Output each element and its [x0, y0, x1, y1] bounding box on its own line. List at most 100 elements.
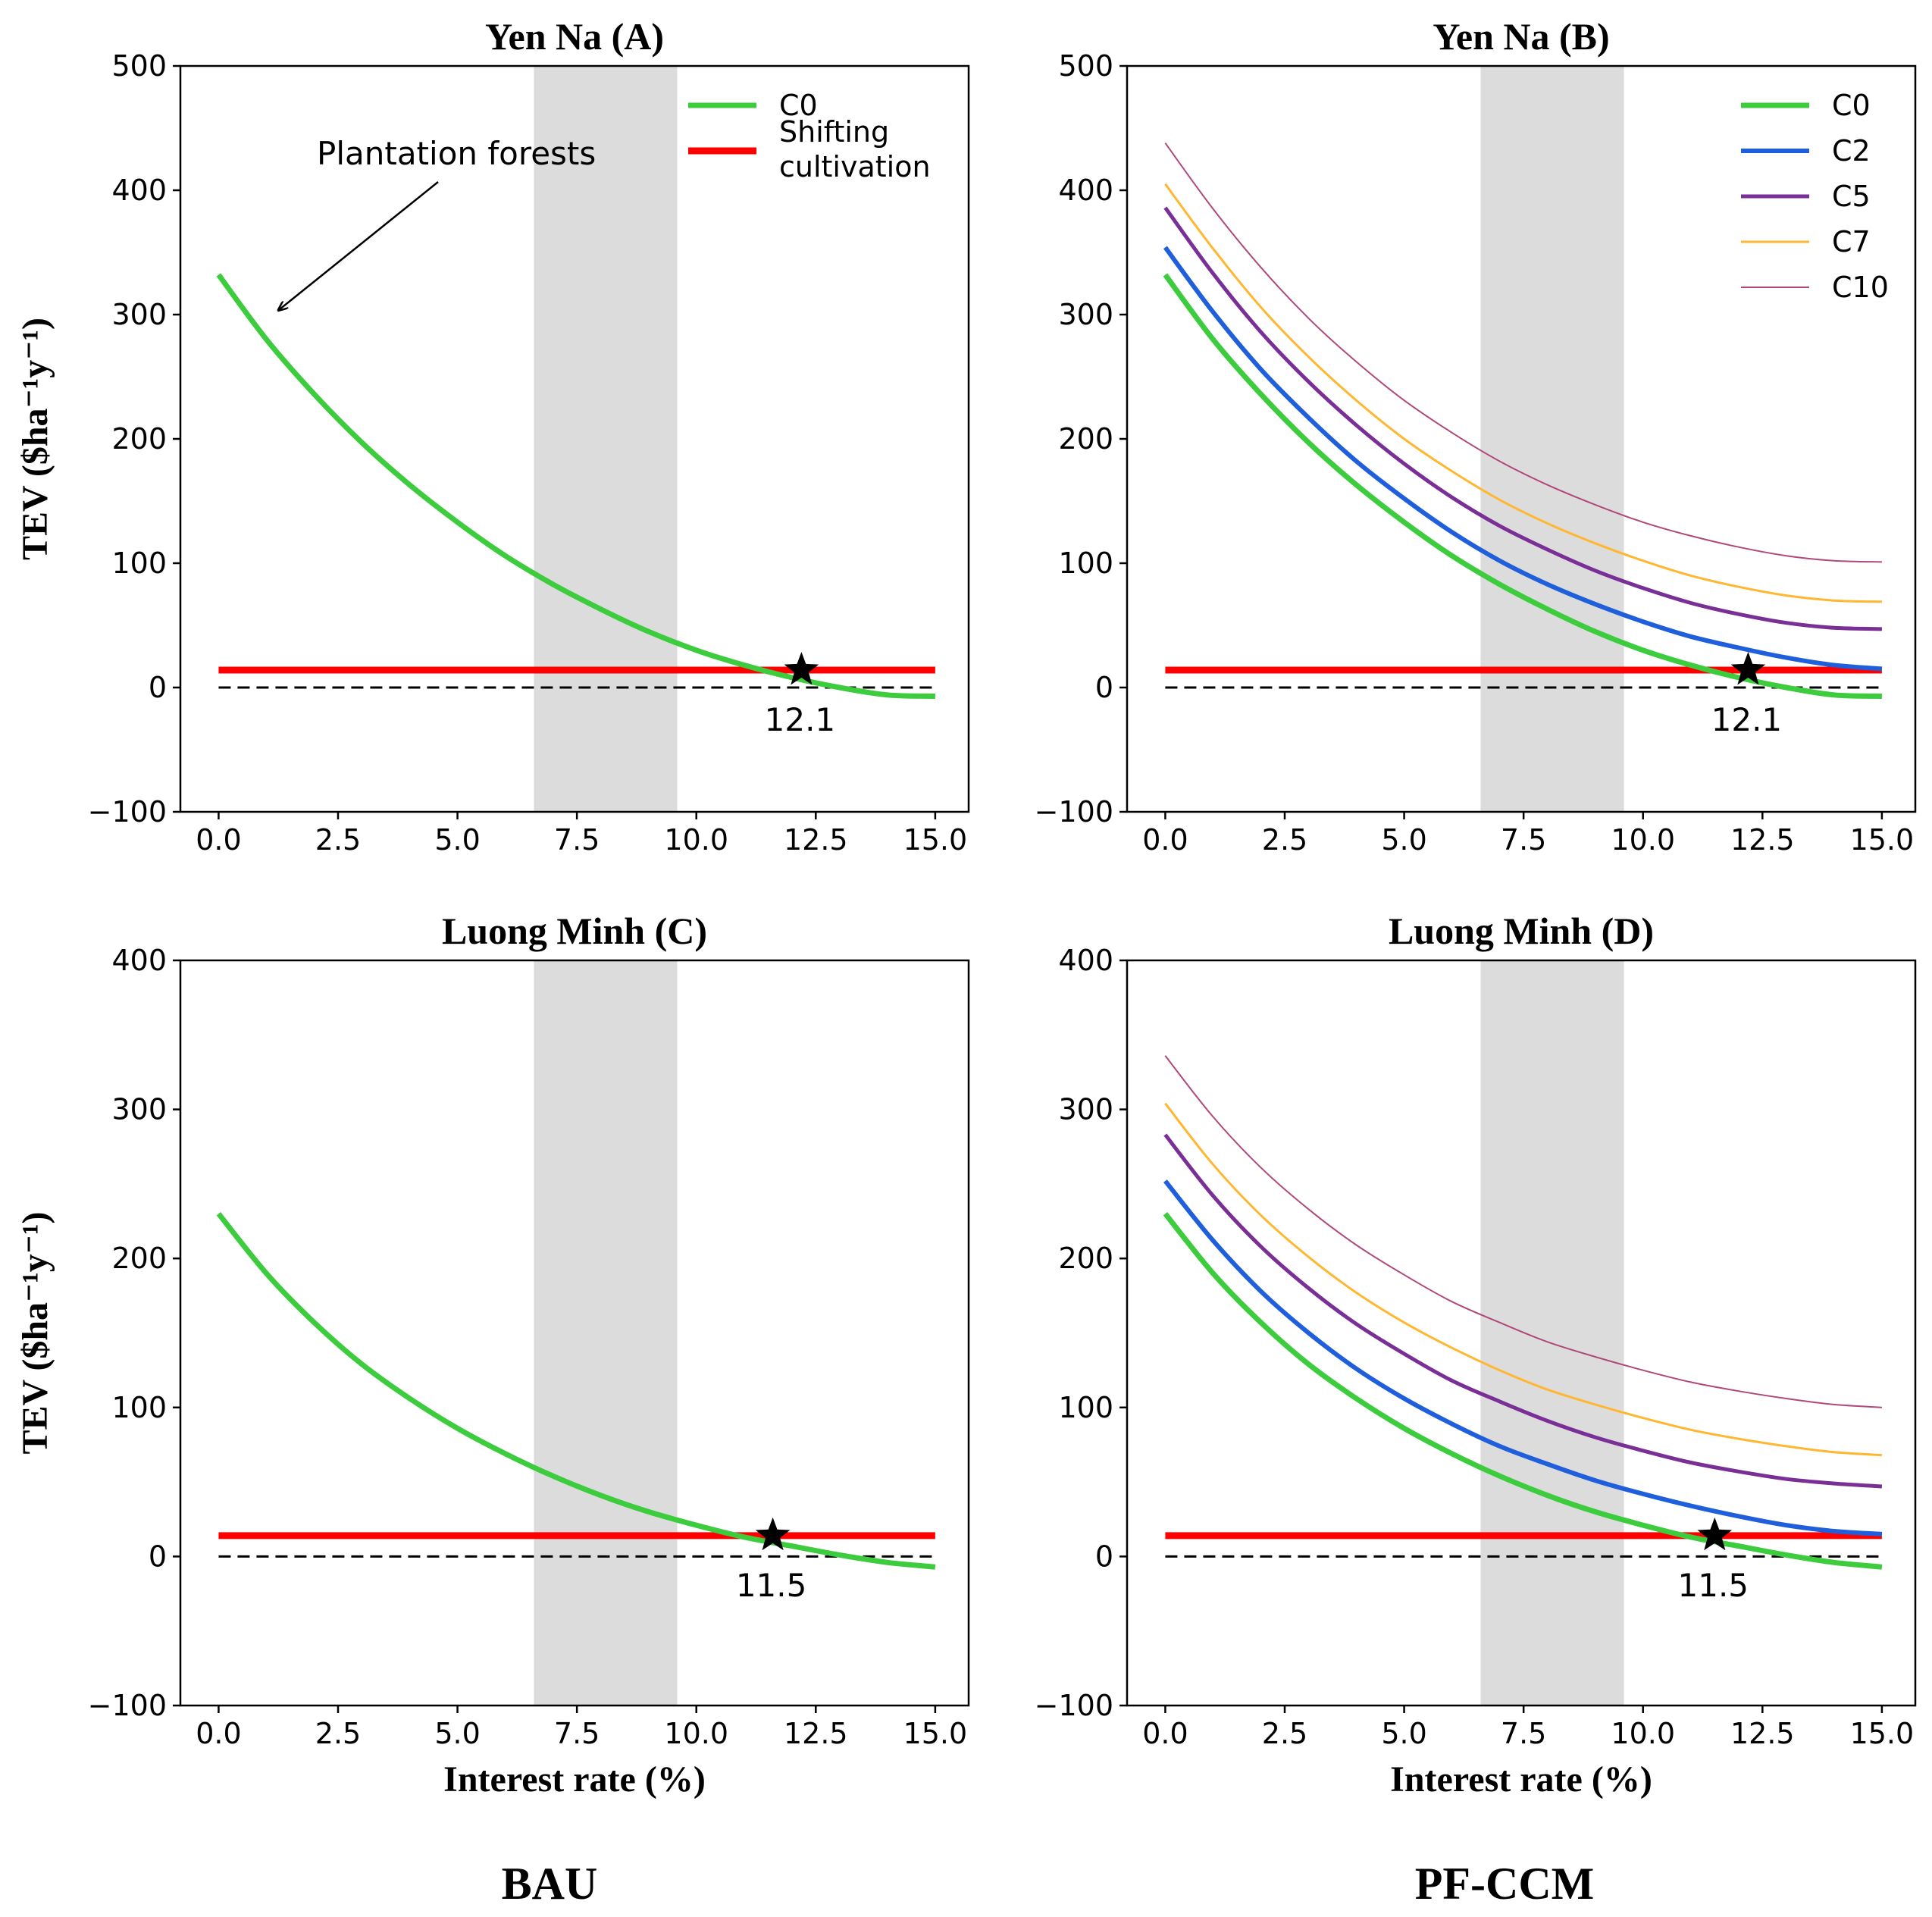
- breakeven-star-icon: [1730, 652, 1766, 685]
- y-tick-label: 300: [111, 1093, 167, 1126]
- legend-label-shifting: Shifting cultivation: [779, 115, 931, 183]
- x-tick-label: 10.0: [664, 823, 728, 857]
- legend-label-c7: C7: [1832, 225, 1871, 258]
- x-tick-label: 12.5: [784, 823, 848, 857]
- x-tick-label: 10.0: [664, 1717, 728, 1750]
- y-axis-label: TEV ($ha⁻¹y⁻¹): [15, 1212, 55, 1455]
- x-tick-label: 7.5: [1501, 823, 1546, 857]
- shaded-interest-band: [1480, 66, 1624, 812]
- axes-frame: [1126, 959, 1917, 1707]
- panel-title: Luong Minh (C): [442, 910, 707, 952]
- y-tick-label: 300: [1058, 298, 1113, 331]
- y-tick-label: 0: [149, 1540, 167, 1573]
- y-tick-label: −100: [1035, 1689, 1113, 1722]
- x-tick-label: 0.0: [1142, 1717, 1188, 1750]
- y-tick-label: 300: [111, 298, 167, 331]
- series-line-c7: [1164, 183, 1882, 603]
- y-tick-label: 0: [149, 671, 167, 704]
- legend-label-c5: C5: [1832, 180, 1871, 213]
- series-line-c10: [1164, 1055, 1882, 1408]
- y-axis-label: TEV ($ha⁻¹y⁻¹): [15, 318, 55, 560]
- legend-label-c10: C10: [1832, 271, 1889, 304]
- annotation-plantation-forests: Plantation forests: [317, 135, 596, 172]
- x-tick-label: 2.5: [315, 1717, 361, 1750]
- y-tick-label: 400: [111, 944, 167, 977]
- y-tick-label: 400: [1058, 174, 1113, 207]
- y-tick-label: 500: [1058, 49, 1113, 83]
- panel-title: Yen Na (B): [1433, 15, 1609, 58]
- x-tick-label: 15.0: [903, 823, 968, 857]
- series-line-c5: [1163, 1133, 1883, 1489]
- x-tick-label: 7.5: [554, 1717, 600, 1750]
- panel-title: Luong Minh (D): [1389, 910, 1654, 952]
- series-line-c7: [1164, 1102, 1882, 1457]
- shaded-interest-band: [1480, 960, 1624, 1706]
- breakeven-label: 12.1: [765, 701, 836, 738]
- y-tick-label: 400: [1058, 944, 1113, 977]
- scenario-label-bau: BAU: [501, 1859, 598, 1909]
- series-line-c0: [1163, 273, 1882, 699]
- x-tick-label: 10.0: [1611, 1717, 1675, 1750]
- y-tick-label: −100: [1035, 795, 1113, 829]
- x-tick-label: 5.0: [1381, 823, 1426, 857]
- x-tick-label: 2.5: [1262, 1717, 1307, 1750]
- x-tick-label: 2.5: [315, 823, 361, 857]
- x-tick-label: 15.0: [903, 1717, 968, 1750]
- series-line-c5: [1163, 206, 1882, 631]
- panel-luong-minh-c: 11.5 0.0 2.5 5.0 7.5 10.0 12.5 15.0 −100 0 100 200 3…: [15, 910, 970, 1800]
- annotation-arrow-icon: [279, 181, 439, 310]
- y-tick-label: 400: [111, 174, 167, 207]
- y-tick-label: 200: [111, 422, 167, 456]
- y-tick-label: 100: [111, 547, 167, 580]
- panel-yen-na-b: 12.1 0.0 2.5 5.0 7.5 10.0 12.5 15.0 −100 0 100 200 3…: [1035, 15, 1917, 857]
- breakeven-star-icon: [1697, 1517, 1733, 1551]
- y-tick-label: 0: [1095, 671, 1113, 704]
- panel-yen-na-a: 12.1 0.0 2.5 5.0 7.5 10.0 12.5 15.0 −100 0 100 200 3…: [15, 15, 970, 857]
- x-tick-label: 0.0: [1142, 823, 1188, 857]
- x-tick-label: 2.5: [1262, 823, 1307, 857]
- x-tick-label: 5.0: [434, 1717, 480, 1750]
- y-tick-label: 500: [111, 49, 167, 83]
- y-tick-label: 200: [1058, 1242, 1113, 1275]
- y-tick-label: 200: [1058, 422, 1113, 456]
- scenario-label-pf-ccm: PF-CCM: [1414, 1859, 1595, 1909]
- y-tick-label: −100: [88, 1689, 167, 1722]
- x-tick-label: 0.0: [196, 823, 241, 857]
- legend-label-c0: C0: [1832, 89, 1871, 122]
- x-tick-label: 15.0: [1850, 823, 1915, 857]
- x-tick-label: 7.5: [1501, 1717, 1546, 1750]
- breakeven-label: 11.5: [1678, 1567, 1749, 1604]
- x-tick-label: 15.0: [1850, 1717, 1915, 1750]
- y-tick-label: 0: [1095, 1540, 1113, 1573]
- y-tick-label: 100: [1058, 1391, 1113, 1424]
- series-line-c10: [1164, 143, 1882, 563]
- x-axis-label: Interest rate (%): [443, 1759, 706, 1800]
- y-tick-label: 300: [1058, 1093, 1113, 1126]
- x-tick-label: 5.0: [434, 823, 480, 857]
- panel-title: Yen Na (A): [485, 15, 664, 58]
- breakeven-star-icon: [755, 1517, 791, 1551]
- series-line-c2: [1163, 1179, 1883, 1536]
- series-line-c0: [216, 1212, 936, 1570]
- x-tick-label: 7.5: [554, 823, 600, 857]
- x-tick-label: 12.5: [1730, 1717, 1795, 1750]
- x-tick-label: 12.5: [784, 1717, 848, 1750]
- y-tick-label: 200: [111, 1242, 167, 1275]
- panel-luong-minh-d: 11.5 0.0 2.5 5.0 7.5 10.0 12.5 15.0 −100 0 100 200 3…: [1035, 910, 1917, 1800]
- x-axis-label: Interest rate (%): [1390, 1759, 1652, 1800]
- x-tick-label: 10.0: [1611, 823, 1675, 857]
- x-tick-label: 5.0: [1381, 1717, 1426, 1750]
- series-line-c0: [216, 273, 935, 699]
- breakeven-label: 12.1: [1711, 701, 1783, 738]
- legend-label-c0: C0: [779, 89, 818, 122]
- y-tick-label: 100: [111, 1391, 167, 1424]
- series-line-c0: [1163, 1212, 1883, 1570]
- x-tick-label: 12.5: [1730, 823, 1795, 857]
- series-line-c2: [1163, 246, 1883, 672]
- y-tick-label: 100: [1058, 547, 1113, 580]
- shaded-interest-band: [534, 960, 678, 1706]
- shaded-interest-band: [534, 66, 678, 812]
- x-tick-label: 0.0: [196, 1717, 241, 1750]
- legend-label-c2: C2: [1832, 134, 1871, 168]
